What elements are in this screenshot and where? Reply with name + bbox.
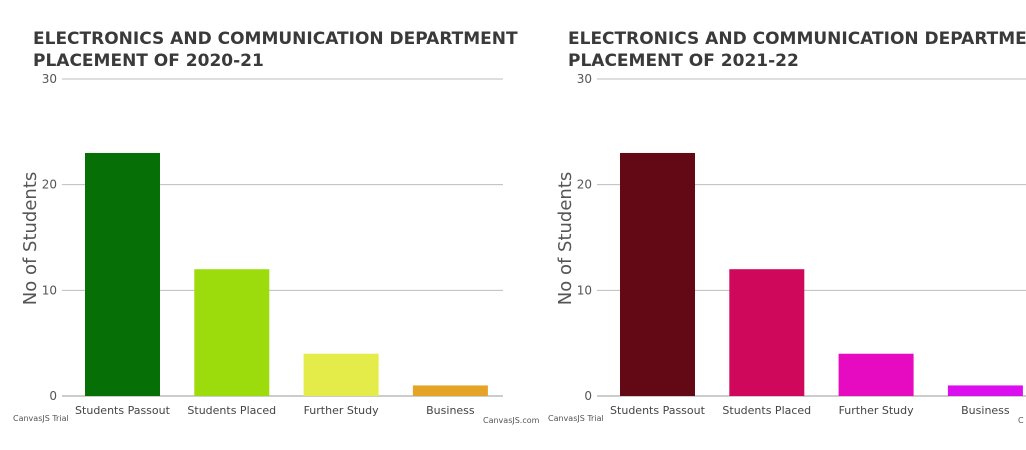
y-tick-label: 10 [42,283,57,297]
bar [947,385,1023,396]
y-tick-label: 0 [49,389,57,403]
chart-1: ELECTRONICS AND COMMUNICATION DEPARTMENT… [13,29,540,425]
y-tick-label: 20 [42,178,57,192]
y-axis-label: No of Students [555,172,576,306]
x-category-label: Business [426,404,475,417]
bar [303,353,379,396]
bar [194,269,270,396]
x-category-label: Further Study [304,404,380,417]
bar [729,269,805,396]
bar [85,152,160,396]
x-category-label: Students Passout [75,404,171,417]
chart-2: ELECTRONICS AND COMMUNICATION DEPARTMENT… [548,29,1026,425]
chart-title-line: PLACEMENT OF 2020-21 [33,51,264,71]
y-tick-label: 30 [577,72,592,86]
bar [838,353,914,396]
y-tick-label: 20 [577,178,592,192]
x-category-label: Business [961,404,1010,417]
credit-right: C [1018,416,1024,425]
bar [620,152,695,396]
x-category-label: Students Placed [722,404,811,417]
y-tick-label: 0 [584,389,592,403]
credit-left: CanvasJS Trial [13,414,69,423]
bar [412,385,488,396]
chart-title-line: ELECTRONICS AND COMMUNICATION DEPARTMENT [33,29,518,49]
x-category-label: Students Placed [187,404,276,417]
chart-title-line: ELECTRONICS AND COMMUNICATION DEPARTMENT [568,29,1026,49]
credit-left: CanvasJS Trial [548,414,604,423]
chart-title-line: PLACEMENT OF 2021-22 [568,51,799,71]
x-category-label: Further Study [839,404,915,417]
x-category-label: Students Passout [610,404,706,417]
y-tick-label: 10 [577,283,592,297]
y-tick-label: 30 [42,72,57,86]
credit-right: CanvasJS.com [483,416,540,425]
y-axis-label: No of Students [20,172,41,306]
